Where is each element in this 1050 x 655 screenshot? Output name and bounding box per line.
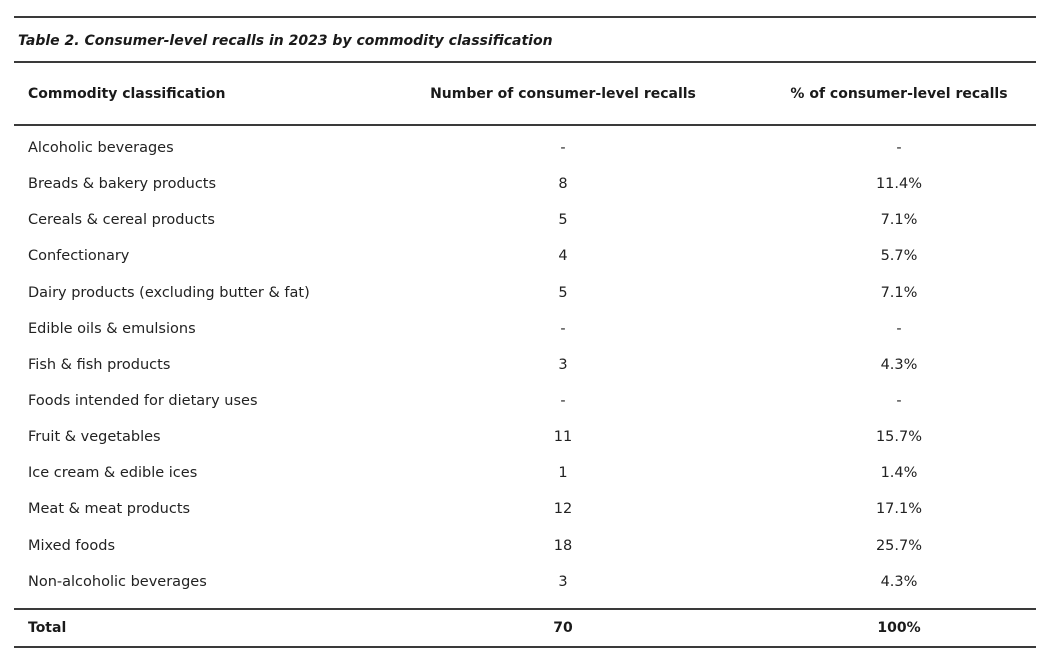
table-row: Meat & meat products 12 17.1% (14, 491, 1036, 527)
cell-number: - (560, 393, 566, 410)
header-rule (14, 124, 1036, 126)
cell-commodity: Mixed foods (28, 537, 116, 554)
header-number: Number of consumer-level recalls (430, 85, 696, 102)
cell-number: 4 (558, 248, 568, 265)
table-row: Cereals & cereal products 5 7.1% (14, 202, 1036, 238)
cell-percent: - (896, 320, 902, 337)
table-body: Alcoholic beverages - - Breads & bakery … (14, 126, 1036, 608)
cell-percent: 4.3% (880, 573, 918, 590)
total-row: Total 70 100% (14, 610, 1036, 646)
total-top-rule (14, 607, 1036, 610)
cell-percent: - (896, 140, 902, 157)
table-row: Dairy products (excluding butter & fat) … (14, 275, 1036, 311)
cell-number: 11 (553, 429, 573, 446)
total-label: Total (28, 619, 67, 636)
table-row: Ice cream & edible ices 1 1.4% (14, 455, 1036, 491)
cell-commodity: Non-alcoholic beverages (28, 573, 207, 590)
cell-number: 8 (558, 176, 568, 193)
table-row: Edible oils & emulsions - - (14, 311, 1036, 347)
table-row: Fruit & vegetables 11 15.7% (14, 419, 1036, 455)
cell-percent: 5.7% (880, 248, 918, 265)
cell-commodity: Meat & meat products (28, 501, 191, 518)
cell-commodity: Dairy products (excluding butter & fat) (28, 284, 310, 301)
cell-number: - (560, 320, 566, 337)
cell-commodity: Breads & bakery products (28, 176, 217, 193)
bottom-rule (14, 645, 1036, 648)
header-percent: % of consumer-level recalls (790, 85, 1008, 102)
cell-percent: 15.7% (875, 429, 923, 446)
cell-commodity: Confectionary (28, 248, 130, 265)
cell-percent: - (896, 393, 902, 410)
cell-commodity: Edible oils & emulsions (28, 320, 196, 337)
table-row: Fish & fish products 3 4.3% (14, 347, 1036, 383)
cell-commodity: Foods intended for dietary uses (28, 393, 258, 410)
table-row: Non-alcoholic beverages 3 4.3% (14, 564, 1036, 600)
cell-percent: 7.1% (880, 284, 918, 301)
cell-number: - (560, 140, 566, 157)
cell-percent: 7.1% (880, 212, 918, 229)
cell-commodity: Ice cream & edible ices (28, 465, 198, 482)
cell-number: 12 (553, 501, 573, 518)
cell-number: 1 (558, 465, 568, 482)
cell-commodity: Alcoholic beverages (28, 140, 174, 157)
cell-number: 5 (558, 212, 568, 229)
cell-commodity: Fruit & vegetables (28, 429, 161, 446)
cell-number: 18 (553, 537, 573, 554)
table-row: Mixed foods 18 25.7% (14, 528, 1036, 564)
cell-number: 5 (558, 284, 568, 301)
top-rule (14, 16, 1036, 18)
table-row: Foods intended for dietary uses - - (14, 383, 1036, 419)
header-commodity: Commodity classification (28, 85, 226, 102)
cell-percent: 4.3% (880, 356, 918, 373)
cell-commodity: Fish & fish products (28, 356, 171, 373)
cell-percent: 1.4% (880, 465, 918, 482)
cell-percent: 11.4% (875, 176, 923, 193)
total-number: 70 (553, 619, 573, 636)
table-row: Confectionary 4 5.7% (14, 238, 1036, 274)
total-percent: 100% (877, 619, 921, 636)
cell-percent: 25.7% (875, 537, 923, 554)
table-header: Commodity classification Number of consu… (14, 63, 1036, 124)
table-caption: Table 2. Consumer-level recalls in 2023 … (18, 33, 553, 49)
cell-number: 3 (558, 573, 568, 590)
caption-rule (14, 61, 1036, 63)
cell-number: 3 (558, 356, 568, 373)
recalls-table: Table 2. Consumer-level recalls in 2023 … (14, 16, 1036, 648)
cell-commodity: Cereals & cereal products (28, 212, 215, 229)
cell-percent: 17.1% (875, 501, 923, 518)
table-row: Alcoholic beverages - - (14, 130, 1036, 166)
table-row: Breads & bakery products 8 11.4% (14, 166, 1036, 202)
